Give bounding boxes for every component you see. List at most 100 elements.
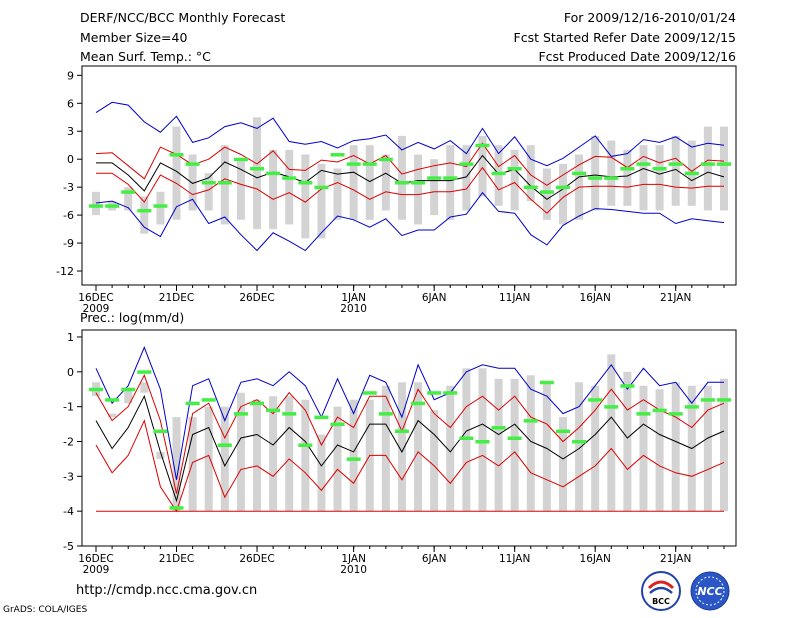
ensemble-box [542, 168, 551, 220]
observed-marker [330, 153, 345, 157]
observed-marker [523, 419, 538, 423]
ensemble-box [349, 145, 358, 220]
y-tick-label: 0 [67, 153, 74, 166]
observed-marker [378, 412, 393, 416]
observed-marker [684, 405, 699, 409]
observed-marker [411, 401, 426, 406]
observed-marker [233, 412, 248, 416]
ensemble-box [720, 126, 728, 211]
observed-marker [89, 387, 103, 392]
ensemble-box [301, 154, 310, 239]
ensemble-box [414, 154, 423, 225]
ensemble-box [285, 149, 294, 225]
observed-marker [700, 398, 715, 402]
x-tick-label: 21DEC [159, 292, 194, 304]
ensemble-box [333, 406, 342, 512]
observed-marker [121, 387, 136, 392]
series-lower-line [96, 166, 724, 214]
source-url[interactable]: http://cmdp.ncc.cma.gov.cn [76, 583, 258, 598]
x-tick-label: 1JAN [341, 292, 366, 304]
series-max-line [95, 101, 725, 167]
ensemble-box [253, 399, 262, 512]
observed-marker [459, 162, 474, 166]
observed-marker [394, 180, 409, 185]
ensemble-box [494, 145, 503, 206]
fcst-produced-date: Fcst Produced Date 2009/12/16 [538, 49, 736, 64]
observed-marker [362, 162, 377, 166]
ensemble-box [720, 378, 728, 512]
plot-frame [81, 329, 737, 547]
ensemble-box [446, 145, 455, 220]
y-tick-label: 1 [67, 331, 74, 344]
series-lower-line [95, 419, 725, 513]
observed-marker [427, 391, 442, 395]
ensemble-box [607, 140, 616, 206]
observed-marker [604, 405, 619, 409]
y-tick-label: -6 [63, 209, 74, 222]
y-tick-label: 6 [67, 97, 74, 110]
observed-marker [217, 443, 232, 447]
bcc-logo-text: BCC [652, 597, 670, 606]
y-tick-label: -2 [63, 435, 74, 448]
observed-marker [700, 162, 715, 166]
observed-marker [169, 153, 184, 157]
x-tick-label: 11JAN [499, 553, 530, 565]
ensemble-box [478, 135, 487, 197]
ensemble-box [430, 159, 439, 216]
ensemble-box [381, 385, 390, 512]
ensemble-box [301, 399, 310, 512]
ensemble-box [526, 145, 535, 202]
x-tick-label: 1JAN [341, 553, 366, 565]
series-mean-line [96, 154, 725, 200]
observed-marker [346, 457, 361, 461]
observed-marker [233, 157, 248, 162]
ensemble-box [591, 135, 600, 211]
ensemble-box [510, 149, 519, 211]
observed-marker [282, 176, 297, 180]
ensemble-box [317, 434, 326, 512]
ncc-logo: NCC [690, 571, 730, 611]
observed-marker [394, 429, 409, 434]
series-min-line [95, 191, 725, 252]
observed-marker [89, 204, 103, 208]
x-tick-label: 21JAN [660, 553, 691, 565]
observed-marker [314, 415, 329, 420]
observed-marker [459, 436, 474, 440]
observed-marker [652, 408, 667, 413]
ensemble-box [639, 385, 648, 512]
ensemble-box [204, 173, 213, 211]
observed-marker [330, 422, 345, 427]
observed-marker [620, 384, 635, 388]
series-upper-line [95, 142, 725, 186]
ensemble-box [462, 145, 471, 211]
observed-marker [507, 436, 522, 440]
ensemble-box [446, 385, 455, 512]
ensemble-box [349, 399, 358, 512]
x-tick-year: 2009 [83, 564, 110, 576]
observed-marker [555, 429, 570, 434]
fcst-started-date: Fcst Started Refer Date 2009/12/15 [513, 30, 737, 45]
observed-marker [475, 439, 490, 444]
ensemble-box [365, 145, 374, 220]
x-tick-label: 16DEC [78, 292, 113, 304]
member-size: Member Size=40 [80, 30, 188, 45]
ensemble-box [575, 382, 584, 512]
observed-marker [201, 398, 216, 402]
series-upper-line [95, 374, 725, 494]
observed-marker [105, 398, 120, 402]
ensemble-box [269, 396, 278, 512]
x-tick-label: 16DEC [78, 553, 113, 565]
observed-marker [185, 162, 200, 166]
observed-marker [588, 176, 603, 180]
ensemble-box [236, 159, 245, 220]
observed-marker [443, 391, 458, 395]
ensemble-box [285, 396, 294, 512]
y-tick-label: -3 [63, 470, 74, 483]
ensemble-box [703, 126, 712, 211]
ensemble-box [671, 135, 680, 206]
ensemble-box [220, 406, 229, 512]
ensemble-box [430, 410, 439, 512]
grads-credit: GrADS: COLA/IGES [3, 605, 88, 615]
ensemble-box [655, 389, 664, 512]
